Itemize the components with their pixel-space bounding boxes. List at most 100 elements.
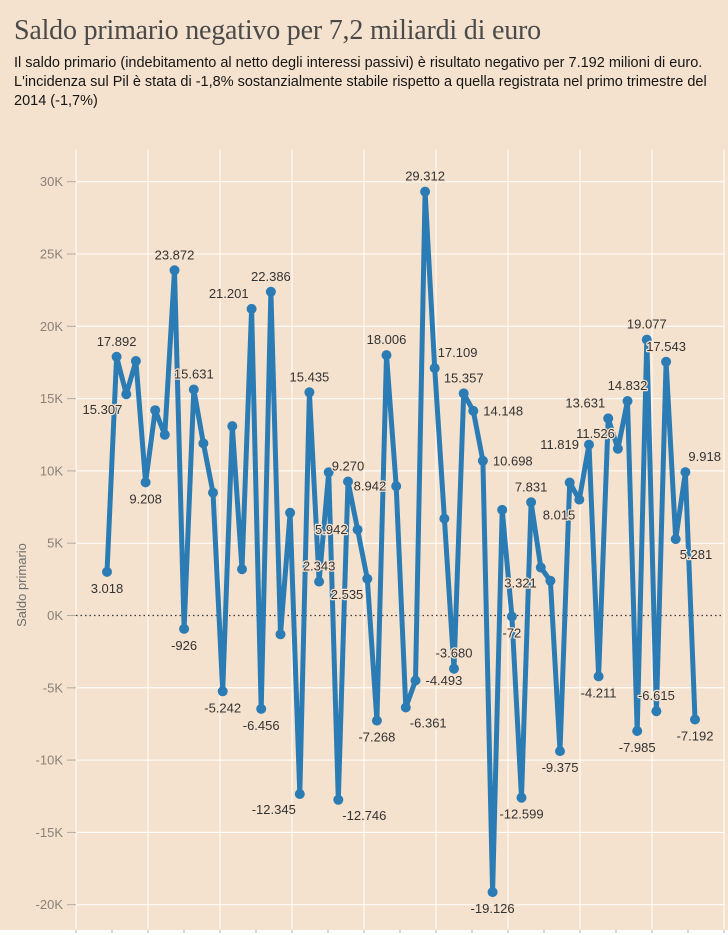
data-point[interactable] — [285, 507, 296, 518]
data-point[interactable] — [506, 611, 517, 622]
data-point[interactable] — [169, 265, 180, 276]
data-point[interactable] — [410, 675, 421, 686]
data-point[interactable] — [622, 396, 633, 406]
data-point-label: 17.892 — [97, 334, 137, 349]
data-point[interactable] — [497, 504, 508, 515]
data-point-label: 11.819 — [540, 437, 579, 452]
data-point-label: -12.599 — [499, 807, 543, 822]
data-point[interactable] — [217, 686, 228, 697]
data-point[interactable] — [304, 387, 315, 398]
data-point[interactable] — [449, 663, 459, 674]
data-point-label: -12.345 — [252, 802, 296, 817]
data-point-label: 29.312 — [405, 169, 445, 184]
data-point[interactable] — [333, 794, 344, 805]
data-point[interactable] — [188, 384, 199, 395]
data-point[interactable] — [468, 405, 479, 416]
data-point-label: -7.985 — [619, 740, 656, 755]
data-point[interactable] — [323, 467, 334, 478]
data-point-label: -6.615 — [638, 688, 675, 703]
data-point[interactable] — [111, 351, 122, 362]
data-point-label: 7.831 — [515, 479, 548, 494]
data-point[interactable] — [690, 714, 700, 725]
data-point[interactable] — [121, 389, 132, 400]
data-point[interactable] — [420, 186, 431, 197]
data-point[interactable] — [294, 789, 305, 799]
data-point[interactable] — [593, 671, 604, 682]
data-point[interactable] — [574, 494, 585, 505]
data-point[interactable] — [680, 467, 691, 478]
data-point[interactable] — [343, 476, 353, 487]
data-point-label: 19.077 — [627, 317, 667, 332]
data-point[interactable] — [352, 524, 363, 535]
data-point[interactable] — [275, 629, 286, 640]
data-point-label: 21.201 — [209, 286, 249, 301]
data-point-label: 2.535 — [331, 587, 364, 602]
data-point[interactable] — [140, 477, 151, 488]
data-point[interactable] — [458, 388, 469, 399]
data-point[interactable] — [362, 573, 373, 584]
y-axis-tick-label: -20K — [36, 897, 64, 912]
data-point-label: -926 — [171, 638, 197, 653]
data-point[interactable] — [487, 887, 498, 898]
data-point-label: 22.386 — [251, 269, 291, 284]
data-point[interactable] — [641, 334, 652, 345]
data-point[interactable] — [651, 706, 662, 717]
y-axis-title: Saldo primario — [14, 543, 29, 627]
data-point-label: -3.680 — [436, 646, 473, 661]
data-point[interactable] — [603, 413, 614, 424]
data-point[interactable] — [371, 715, 382, 726]
y-axis-tick-label: -15K — [36, 825, 64, 840]
data-point[interactable] — [555, 746, 565, 757]
data-point-label: 14.148 — [483, 403, 523, 418]
data-point-label: 9.208 — [129, 491, 162, 506]
data-point[interactable] — [400, 702, 411, 713]
data-point[interactable] — [545, 575, 556, 586]
data-point[interactable] — [661, 356, 672, 367]
data-point[interactable] — [150, 405, 161, 416]
data-point[interactable] — [265, 286, 276, 297]
data-point-label: 13.631 — [565, 395, 605, 410]
data-point[interactable] — [670, 534, 681, 545]
y-axis-tick-label: 25K — [40, 247, 63, 262]
data-point-label: 9.270 — [332, 459, 365, 474]
data-point-label: 15.631 — [174, 367, 214, 382]
data-point[interactable] — [477, 455, 488, 466]
data-point[interactable] — [535, 562, 546, 573]
data-point[interactable] — [314, 576, 325, 587]
data-point-label: -12.746 — [342, 808, 386, 823]
data-point[interactable] — [256, 703, 267, 714]
data-point[interactable] — [439, 513, 450, 524]
data-point[interactable] — [159, 429, 170, 440]
data-point[interactable] — [179, 623, 190, 634]
data-point[interactable] — [102, 566, 112, 577]
data-point-label: -4.493 — [426, 673, 463, 688]
data-point[interactable] — [198, 438, 209, 449]
series-line — [104, 189, 698, 895]
data-point[interactable] — [516, 792, 527, 803]
data-point[interactable] — [526, 497, 537, 508]
data-point-label: -6.361 — [410, 716, 447, 731]
data-point-label: -72 — [503, 626, 522, 641]
data-point-label: 15.435 — [290, 369, 330, 384]
data-point-label: 8.942 — [354, 479, 387, 494]
data-point[interactable] — [227, 421, 238, 432]
data-point[interactable] — [208, 487, 218, 498]
y-axis-tick-label: 0K — [47, 608, 63, 623]
data-point[interactable] — [584, 439, 594, 450]
data-point[interactable] — [564, 477, 575, 488]
y-axis-tick-label: 10K — [40, 463, 63, 478]
data-point-label: 2.343 — [303, 559, 336, 574]
data-point[interactable] — [130, 356, 141, 366]
data-point-label: -19.126 — [471, 901, 515, 916]
data-point[interactable] — [246, 303, 257, 314]
y-axis-tick-label: -5K — [43, 680, 64, 695]
data-point[interactable] — [429, 363, 440, 374]
data-point-label: -7.192 — [677, 729, 714, 744]
data-point[interactable] — [632, 726, 643, 736]
data-point[interactable] — [612, 443, 623, 454]
data-point-label: 3.321 — [504, 576, 537, 591]
data-point[interactable] — [381, 350, 392, 361]
data-point[interactable] — [391, 481, 402, 492]
data-point[interactable] — [237, 564, 247, 575]
